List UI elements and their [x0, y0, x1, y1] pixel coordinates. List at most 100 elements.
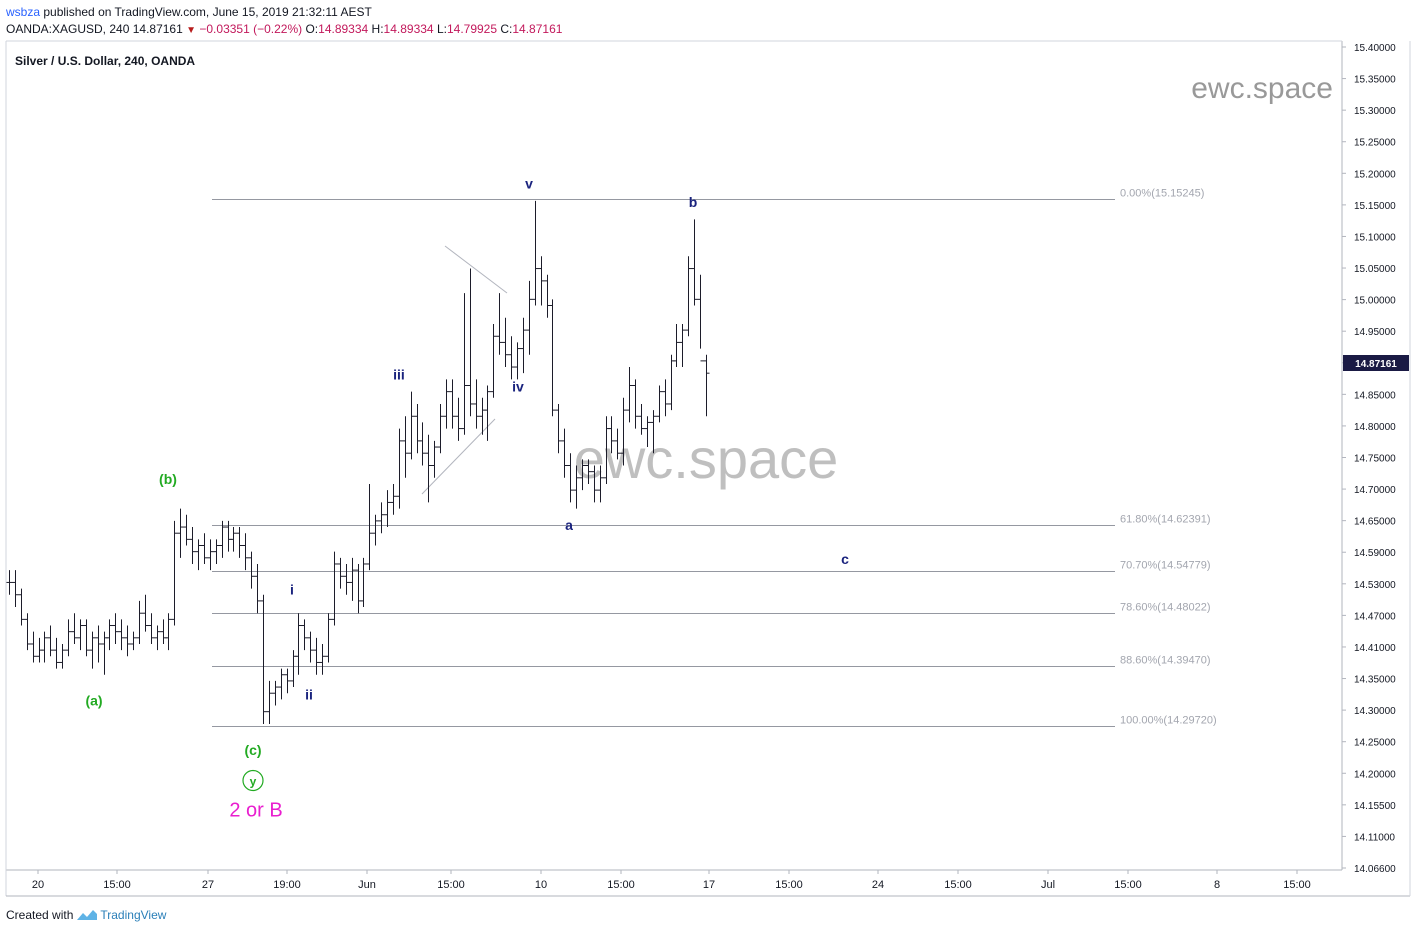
tradingview-brand[interactable]: TradingView: [76, 908, 166, 922]
fib-level-label: 78.60%(14.48022): [1120, 602, 1211, 614]
fib-level-label: 0.00%(15.15245): [1120, 188, 1204, 200]
price-tick-label: 15.30000: [1354, 106, 1396, 117]
ohlc-bar: [278, 668, 285, 700]
price-tick-label: 14.47000: [1354, 611, 1396, 622]
ohlc-bar: [561, 428, 568, 478]
time-tick-label: Jun: [358, 879, 376, 891]
price-tick-label: 15.00000: [1354, 296, 1396, 307]
ohlc-bar: [473, 379, 480, 429]
price-tick-label: 15.25000: [1354, 138, 1396, 149]
wedge-upper-trendline[interactable]: [444, 245, 508, 294]
ohlc-bar: [24, 613, 31, 651]
ohlc-bar: [106, 619, 113, 651]
time-axis[interactable]: 20 15:00 27 19:00 Jun 15:00 10 15:00 17 15:00 24 15…: [32, 870, 1311, 891]
open-label: O:: [305, 22, 319, 36]
low-value: 14.79925: [446, 22, 498, 36]
fib-retracement[interactable]: 0.00%(15.15245) 61.80%(14.62391) 70.70%(14…: [212, 188, 1217, 727]
ohlc-bar: [408, 391, 415, 460]
current-price-label: 14.87161: [1355, 359, 1397, 370]
ohlc-bar: [95, 625, 102, 663]
ohlc-bar: [490, 323, 497, 398]
ohlc-bar: [638, 403, 645, 435]
high-value: 14.89334: [383, 22, 434, 36]
author-link[interactable]: wsbza: [6, 5, 41, 19]
ohlc-bar: [644, 416, 651, 448]
time-tick-label: 15:00: [1283, 879, 1311, 891]
ohlc-bar: [136, 600, 143, 644]
ohlc-bar: [295, 613, 302, 675]
wave-label: a: [565, 517, 573, 533]
ohlc-bar: [219, 520, 226, 558]
ohlc-bar: [266, 680, 273, 724]
ohlc-bar: [284, 668, 291, 694]
ohlc-bar: [425, 434, 432, 503]
time-tick-label: 15:00: [437, 879, 465, 891]
price-tick-label: 14.70000: [1354, 485, 1396, 496]
ohlc-bar: [18, 588, 25, 626]
ohlc-bar: [254, 563, 261, 614]
price-axis[interactable]: 15.40000 15.35000 15.30000 15.25000 15.20000…: [1342, 43, 1396, 875]
price-tick-label: 15.35000: [1354, 75, 1396, 86]
ohlc-bar: [118, 619, 125, 651]
ohlc-bar: [668, 354, 675, 411]
price-tick-label: 14.65000: [1354, 517, 1396, 528]
ohlc-bar: [77, 619, 84, 651]
ohlc-bar: [443, 379, 450, 429]
ohlc-bar: [160, 619, 167, 644]
ohlc-bar: [260, 594, 267, 724]
ohlc-bar: [573, 465, 580, 509]
ohlc-bar: [201, 533, 208, 564]
wave-label: i: [290, 582, 294, 598]
wave-label: (a): [85, 693, 102, 709]
ohlc-bar: [614, 428, 621, 460]
footer: Created with TradingView: [6, 908, 166, 922]
price-tick-label: 15.15000: [1354, 201, 1396, 212]
ohlc-bar: [502, 317, 509, 368]
ohlc-bar: [165, 613, 172, 651]
ohlc-bar: [112, 613, 119, 644]
price-tick-label: 14.30000: [1354, 706, 1396, 717]
ohlc-bar: [467, 268, 474, 417]
change-text: −0.03351 (−0.22%): [199, 22, 303, 36]
ohlc-bar: [130, 631, 137, 651]
symbol-line: OANDA:XAGUSD, 240 14.87161 ▼ −0.03351 (−…: [6, 22, 562, 36]
ohlc-bar: [620, 397, 627, 466]
ohlc-bar: [526, 280, 533, 355]
ohlc-bar: [301, 619, 308, 651]
ohlc-bar: [272, 680, 279, 706]
tradingview-logo-icon: [77, 910, 98, 920]
time-tick-label: 20: [32, 879, 44, 891]
time-tick-label: 8: [1214, 879, 1220, 891]
ohlc-bar: [555, 403, 562, 454]
ohlc-bar: [319, 643, 326, 675]
ohlc-bar: [567, 453, 574, 503]
price-tick-label: 14.85000: [1354, 390, 1396, 401]
low-label: L:: [436, 22, 447, 36]
ohlc-bar: [6, 570, 13, 595]
open-value: 14.89334: [318, 22, 369, 36]
ohlc-bar: [148, 613, 155, 644]
high-label: H:: [371, 22, 384, 36]
ohlc-bar: [124, 625, 131, 657]
wave-label: iii: [393, 366, 405, 382]
ohlc-bar: [508, 336, 515, 380]
ohlc-bar: [313, 637, 320, 675]
close-value: 14.87161: [512, 22, 563, 36]
time-tick-label: 17: [703, 879, 715, 891]
ohlc-bar: [183, 514, 190, 546]
time-tick-label: 15:00: [944, 879, 972, 891]
price-tick-label: 14.06600: [1354, 864, 1396, 875]
ohlc-bar: [632, 379, 639, 429]
ohlc-bar: [579, 459, 586, 491]
price-tick-label: 14.35000: [1354, 675, 1396, 686]
chart-title: Silver / U.S. Dollar, 240, OANDA: [15, 54, 195, 68]
ohlc-bar: [30, 631, 37, 663]
ohlc-bar: [396, 428, 403, 509]
time-tick-label: 10: [535, 879, 547, 891]
ohlc-bars: [6, 200, 710, 724]
ohlc-bar: [437, 403, 444, 454]
price-tick-label: 14.59000: [1354, 548, 1396, 559]
price-tick-label: 14.20000: [1354, 769, 1396, 780]
